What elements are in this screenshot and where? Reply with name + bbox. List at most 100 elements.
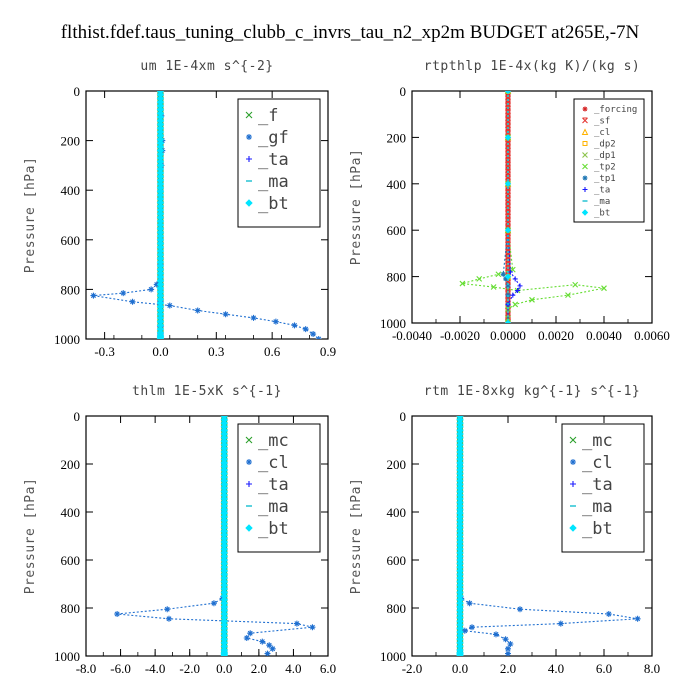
x-tick-label: 4.0 bbox=[285, 661, 301, 676]
data-point_cl bbox=[502, 636, 509, 643]
data-point_gf bbox=[222, 311, 229, 318]
data-point_gf bbox=[153, 281, 160, 288]
data-point_bt bbox=[504, 226, 512, 234]
data-point_bt bbox=[504, 319, 512, 323]
legend-label_cl: _cl bbox=[258, 453, 289, 473]
legend-marker_cl bbox=[246, 459, 252, 465]
legend-marker_ta bbox=[570, 481, 576, 487]
data-point_cl bbox=[507, 641, 514, 647]
legend-label_forcing: _forcing bbox=[594, 105, 637, 115]
y-tick-label: 400 bbox=[387, 177, 407, 192]
x-tick-label: 6.0 bbox=[320, 661, 336, 676]
y-tick-label: 0 bbox=[74, 409, 81, 424]
data-point_cl bbox=[264, 650, 271, 656]
x-tick-label: 0.0 bbox=[452, 661, 468, 676]
data-point_gf bbox=[129, 298, 136, 305]
legend-label_sf: _sf bbox=[594, 117, 610, 127]
x-tick-label: 0.0060 bbox=[634, 328, 670, 343]
y-axis-label: Pressure [hPa] bbox=[349, 149, 364, 266]
chart-panel-2: rtpthlp 1E-4x(kg K)/(kg s) Pressure [hPa]… bbox=[349, 59, 670, 343]
data-point_bt bbox=[220, 652, 228, 656]
plot-frame bbox=[85, 90, 329, 340]
legend-label_tp1: _tp1 bbox=[594, 174, 616, 184]
legend-label_bt: _bt bbox=[258, 519, 289, 539]
legend-marker_cl bbox=[570, 459, 576, 465]
x-tick-label: 0.0020 bbox=[538, 328, 574, 343]
x-tick-label: 4.0 bbox=[548, 661, 564, 676]
legend-label_ta: _ta bbox=[258, 150, 289, 170]
data-point_cl bbox=[243, 635, 250, 641]
legend-marker_mc bbox=[245, 436, 253, 444]
chart-title: rtm 1E-8xkg kg^{-1} s^{-1} bbox=[424, 384, 641, 399]
chart-title: um 1E-4xm s^{-2} bbox=[140, 59, 273, 74]
legend-marker_bt bbox=[245, 199, 253, 207]
y-axis-label: Pressure [hPa] bbox=[23, 478, 38, 595]
y-tick-label: 400 bbox=[61, 183, 81, 198]
x-tick-label: -2.0 bbox=[179, 661, 200, 676]
data-point_gf bbox=[148, 286, 155, 293]
data-point_tp2 bbox=[509, 266, 516, 273]
y-tick-label: 1000 bbox=[380, 649, 406, 664]
legend-label_bt: _bt bbox=[258, 194, 289, 214]
data-point_ta bbox=[512, 276, 518, 282]
y-tick-label: 800 bbox=[61, 282, 81, 297]
legend-marker_ta bbox=[246, 481, 252, 487]
data-point_cl bbox=[247, 630, 254, 637]
y-tick-label: 200 bbox=[61, 134, 81, 149]
y-tick-label: 800 bbox=[61, 601, 81, 616]
legend-box bbox=[237, 98, 321, 228]
legend-label_ma: _ma bbox=[258, 172, 289, 192]
legend-box bbox=[561, 423, 645, 553]
data-point_gf bbox=[302, 326, 309, 333]
series-group bbox=[459, 91, 607, 323]
x-tick-label: -4.0 bbox=[145, 661, 166, 676]
legend-marker_forcing bbox=[582, 106, 588, 112]
data-point_gf bbox=[90, 292, 97, 299]
y-tick-label: 0 bbox=[400, 409, 407, 424]
data-point_cl bbox=[164, 606, 171, 613]
x-tick-label: -2.0 bbox=[402, 661, 423, 676]
data-point_gf bbox=[315, 336, 322, 339]
data-point_gf bbox=[291, 322, 298, 329]
data-point_cl bbox=[505, 650, 511, 656]
data-point_tp2 bbox=[572, 281, 579, 288]
data-point_cl bbox=[266, 642, 273, 649]
x-tick-label: -6.0 bbox=[110, 661, 131, 676]
legend-label_tp2: _tp2 bbox=[594, 163, 616, 173]
chart-panel-3: thlm 1E-5xK s^{-1} Pressure [hPa] -8.0 -6.0… bbox=[23, 384, 336, 676]
data-point_tp1 bbox=[500, 271, 506, 277]
data-point_cl bbox=[557, 620, 564, 627]
data-point_tp1 bbox=[505, 283, 511, 289]
legend-label_ta: _ta bbox=[594, 186, 610, 196]
x-tick-label: -0.0040 bbox=[392, 328, 432, 343]
data-point_cl bbox=[505, 645, 511, 652]
y-tick-label: 400 bbox=[387, 505, 407, 520]
legend-label_dp2: _dp2 bbox=[594, 140, 616, 150]
legend-marker_sf bbox=[582, 117, 588, 124]
x-tick-label: -8.0 bbox=[76, 661, 97, 676]
data-point_bt bbox=[456, 652, 464, 656]
legend-marker_f bbox=[245, 111, 253, 119]
x-tick-label: 0.0 bbox=[152, 344, 168, 359]
data-point_cl bbox=[210, 600, 217, 607]
data-point_cl bbox=[469, 624, 475, 631]
y-tick-label: 0 bbox=[400, 84, 407, 99]
data-point_gf bbox=[194, 307, 201, 314]
y-tick-label: 1000 bbox=[380, 316, 406, 331]
data-point_ta bbox=[510, 292, 516, 298]
legend-label_ma: _ma bbox=[582, 497, 613, 517]
data-point_tp2 bbox=[495, 271, 502, 278]
legend-label_bt: _bt bbox=[594, 209, 610, 219]
y-tick-label: 400 bbox=[61, 505, 81, 520]
y-tick-label: 600 bbox=[61, 233, 81, 248]
data-point_cl bbox=[605, 611, 612, 617]
series-group bbox=[90, 91, 322, 339]
legend-marker_dp1 bbox=[582, 152, 588, 158]
data-point_cl bbox=[461, 627, 468, 634]
chart-title: thlm 1E-5xK s^{-1} bbox=[132, 384, 282, 399]
y-axis-label: Pressure [hPa] bbox=[349, 478, 364, 595]
legend-marker_bt bbox=[245, 524, 253, 532]
data-point_bt bbox=[504, 273, 512, 280]
y-tick-label: 200 bbox=[387, 457, 407, 472]
